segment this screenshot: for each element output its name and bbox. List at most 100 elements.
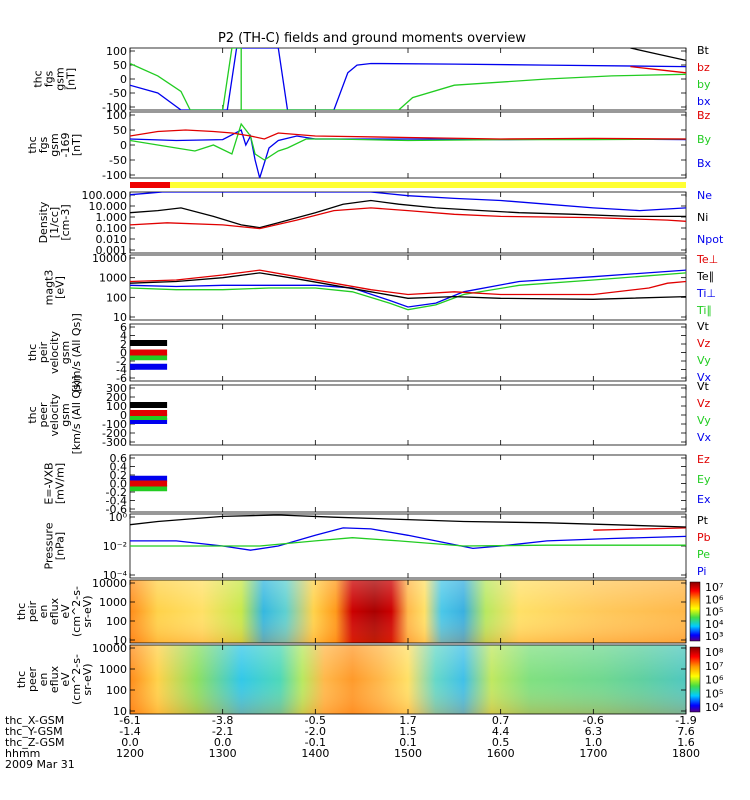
y-axis-label: thc <box>26 344 39 361</box>
y-axis-label: thc <box>26 136 39 153</box>
y-tick-label: 100 <box>106 615 127 628</box>
y-axis-label: gsm <box>59 403 72 426</box>
y-tick-label: -0.2 <box>106 486 127 499</box>
y-tick-label: 10⁻² <box>103 540 127 553</box>
panel-frame <box>129 454 687 513</box>
axis-row-value: 1.6 <box>677 736 695 749</box>
series-Te⊥ <box>130 269 686 296</box>
y-tick-label: 100.000 <box>82 189 128 202</box>
time-tick-label: 1200 <box>116 747 144 760</box>
axis-row-value: -1.4 <box>119 725 140 738</box>
legend-Vx: Vx <box>697 371 712 384</box>
axis-row-name: thc_Y-GSM <box>5 725 63 738</box>
series-Pi <box>130 527 686 551</box>
axis-row-value: 1.7 <box>399 714 417 727</box>
axis-row-value: 1.5 <box>399 725 417 738</box>
y-axis-label: thc <box>15 671 28 688</box>
series-Ti∥ <box>130 272 686 311</box>
y-axis-label: thc <box>26 406 39 423</box>
y-tick-label: 50 <box>113 59 127 72</box>
axis-row-value: -6.1 <box>119 714 140 727</box>
y-tick-label: 100 <box>106 291 127 304</box>
y-tick-label: 1000 <box>99 596 127 609</box>
y-tick-label: 1000 <box>99 663 127 676</box>
series-Pe <box>130 537 686 547</box>
time-tick-label: 1600 <box>487 747 515 760</box>
y-tick-label: 0.010 <box>96 233 128 246</box>
series-Bt <box>630 48 686 62</box>
y-axis-label: Pressure <box>43 522 56 569</box>
axis-row-value: -1.9 <box>675 714 696 727</box>
y-tick-label: 100 <box>106 684 127 697</box>
y-tick-label: 10⁰ <box>109 511 128 524</box>
y-tick-label: 100 <box>106 109 127 122</box>
y-tick-label: 10000 <box>92 642 127 655</box>
y-tick-label: 200 <box>106 391 127 404</box>
series-group <box>130 192 686 230</box>
y-tick-label: -0.4 <box>106 495 127 508</box>
y-tick-label: 1.000 <box>96 211 128 224</box>
series-group <box>130 514 686 551</box>
y-axis-label: [cm-3] <box>59 204 72 240</box>
panel-frame <box>129 384 687 446</box>
y-axis-label: eV <box>59 604 72 619</box>
series-Npot <box>130 192 686 212</box>
colorbar-tick: 10⁴ <box>705 701 724 714</box>
legend-Vt: Vt <box>697 380 710 393</box>
y-axis-label: peer <box>26 667 39 693</box>
legend-Ey: Ey <box>697 473 711 486</box>
series-Te∥ <box>130 272 686 300</box>
series-Ti⊥ <box>130 269 686 308</box>
legend-Vy: Vy <box>697 414 711 427</box>
series-group <box>130 269 686 311</box>
y-axis-label: [nT] <box>70 134 83 156</box>
series-Ni <box>130 199 686 229</box>
legend-Ex: Ex <box>697 493 711 506</box>
spectrogram-shade-peer_eflux <box>130 645 686 714</box>
y-tick-label: -0.6 <box>106 503 127 516</box>
y-tick-label: -300 <box>102 436 127 449</box>
axis-row-value: 7.6 <box>677 725 695 738</box>
y-axis-label: sr-eV) <box>81 663 94 695</box>
y-tick-label: 10⁻⁴ <box>103 569 128 582</box>
y-axis-label: peir <box>37 341 50 363</box>
y-axis-label: [eV] <box>54 276 67 299</box>
legend-Ni: Ni <box>697 211 708 224</box>
panel-temperature: 10000 1000 100 10 magt3[eV] Te⊥ Te∥ Ti⊥ Ti∥ <box>43 252 719 324</box>
y-axis-label: [km/s (All Qs)] <box>70 376 83 455</box>
legend-bx: bx <box>697 95 711 108</box>
legend-Bt: Bt <box>697 44 710 57</box>
y-tick-label: 10000 <box>92 577 127 590</box>
legend-Te⊥: Te⊥ <box>696 253 718 266</box>
y-tick-label: -2 <box>116 355 127 368</box>
y-tick-label: 300 <box>106 382 127 395</box>
y-axis-label: fgs <box>43 70 56 87</box>
series-By <box>130 122 686 161</box>
y-axis-label: peer <box>37 402 50 428</box>
axis-row-value: 0.0 <box>214 736 232 749</box>
panel-frame <box>129 191 687 254</box>
legend-Vt: Vt <box>697 320 710 333</box>
legend-bz: bz <box>697 61 710 74</box>
y-tick-label: 2 <box>120 338 127 351</box>
axis-row-name: thc_Z-GSM <box>5 736 65 749</box>
y-axis-label: sr-eV) <box>81 595 94 627</box>
status-bar <box>130 182 686 188</box>
time-tick-label: 1400 <box>301 747 329 760</box>
y-axis-label: velocity <box>48 331 61 374</box>
status-bar-red <box>130 182 170 188</box>
y-tick-label: 10 <box>113 705 127 718</box>
y-tick-label: -100 <box>102 101 127 114</box>
legend-Vx: Vx <box>697 431 712 444</box>
legend-Ne: Ne <box>697 189 712 202</box>
axis-row-value: -2.1 <box>212 725 233 738</box>
y-axis-label: eV <box>59 672 72 687</box>
axis-row-value: 0.7 <box>492 714 510 727</box>
colorbar-tick: 10⁵ <box>705 606 723 619</box>
legend-Pb: Pb <box>697 531 711 544</box>
